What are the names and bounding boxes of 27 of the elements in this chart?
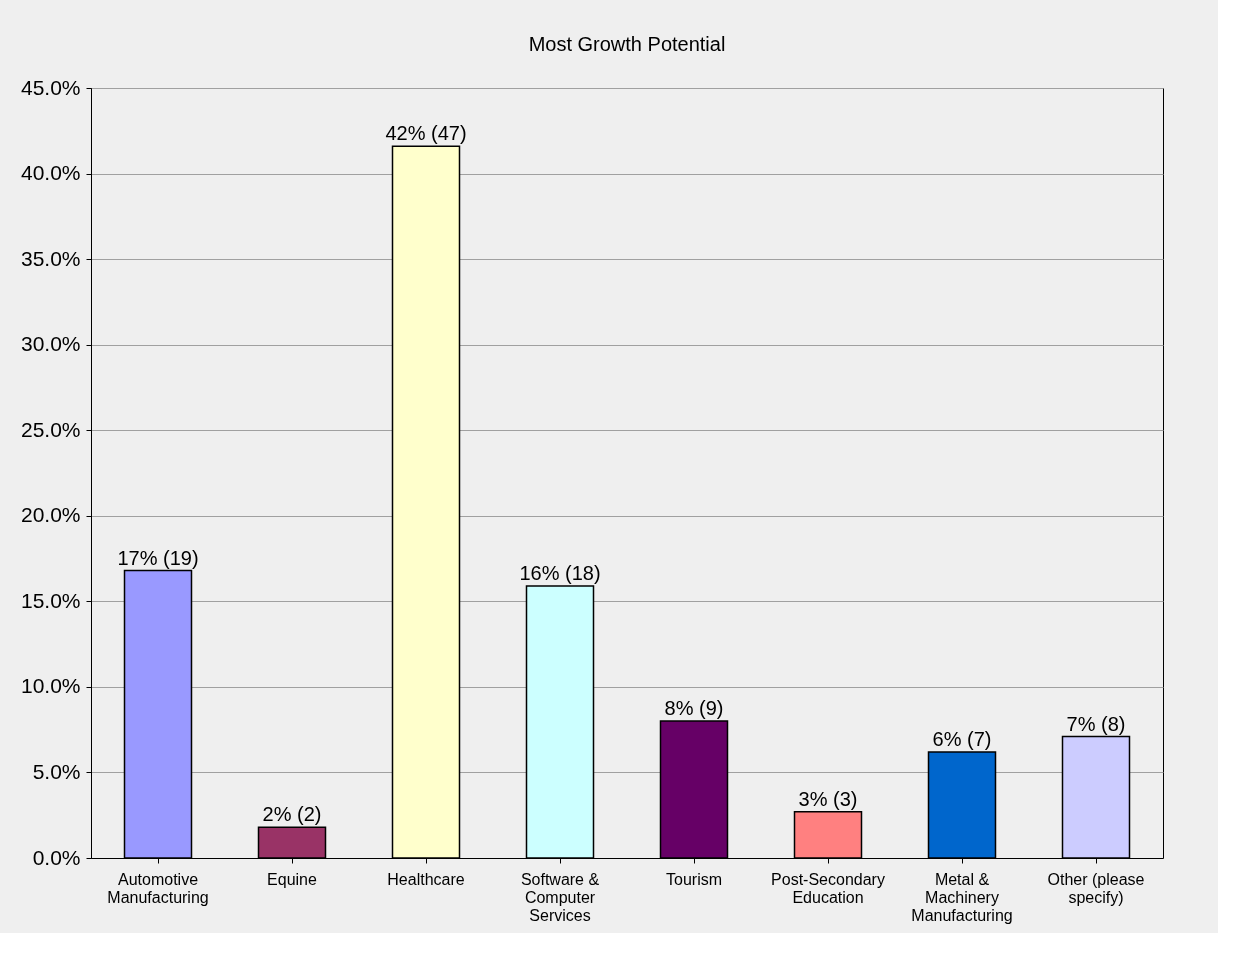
y-tick-label: 25.0% [20, 417, 81, 441]
data-label: 16% (18) [519, 561, 601, 584]
data-label: 42% (47) [385, 122, 467, 145]
x-tick-label: Equine [267, 870, 318, 888]
y-tick-label: 15.0% [20, 588, 81, 612]
y-tick-label: 40.0% [20, 161, 81, 185]
x-tick-label: Software & Computer Services [520, 870, 600, 924]
y-tick-label: 10.0% [20, 674, 81, 698]
y-tick-label: 45.0% [20, 75, 81, 99]
data-label: 6% (7) [932, 727, 992, 750]
y-tick-label: 0.0% [32, 845, 81, 869]
x-tick-label: Post-Secondary Education [771, 870, 885, 906]
y-tick-label: 30.0% [20, 332, 81, 356]
x-tick-label: Healthcare [387, 870, 465, 888]
x-tick-label: Tourism [665, 870, 723, 888]
y-tick-label: 20.0% [20, 503, 81, 527]
data-label: 2% (2) [262, 803, 322, 826]
chart-title: Most Growth Potential [528, 33, 726, 55]
data-label: 17% (19) [117, 546, 199, 569]
x-tick-label: Metal & Machinery Manufacturing [911, 870, 1013, 924]
y-tick-label: 35.0% [20, 246, 81, 270]
data-label: 3% (3) [798, 787, 858, 810]
data-label: 8% (9) [664, 697, 724, 720]
data-label: 7% (8) [1066, 712, 1126, 735]
x-tick-label: Automotive Manufacturing [107, 870, 209, 906]
y-tick-label: 5.0% [32, 759, 81, 783]
x-tick-label: Other (please specify) [1047, 870, 1145, 906]
